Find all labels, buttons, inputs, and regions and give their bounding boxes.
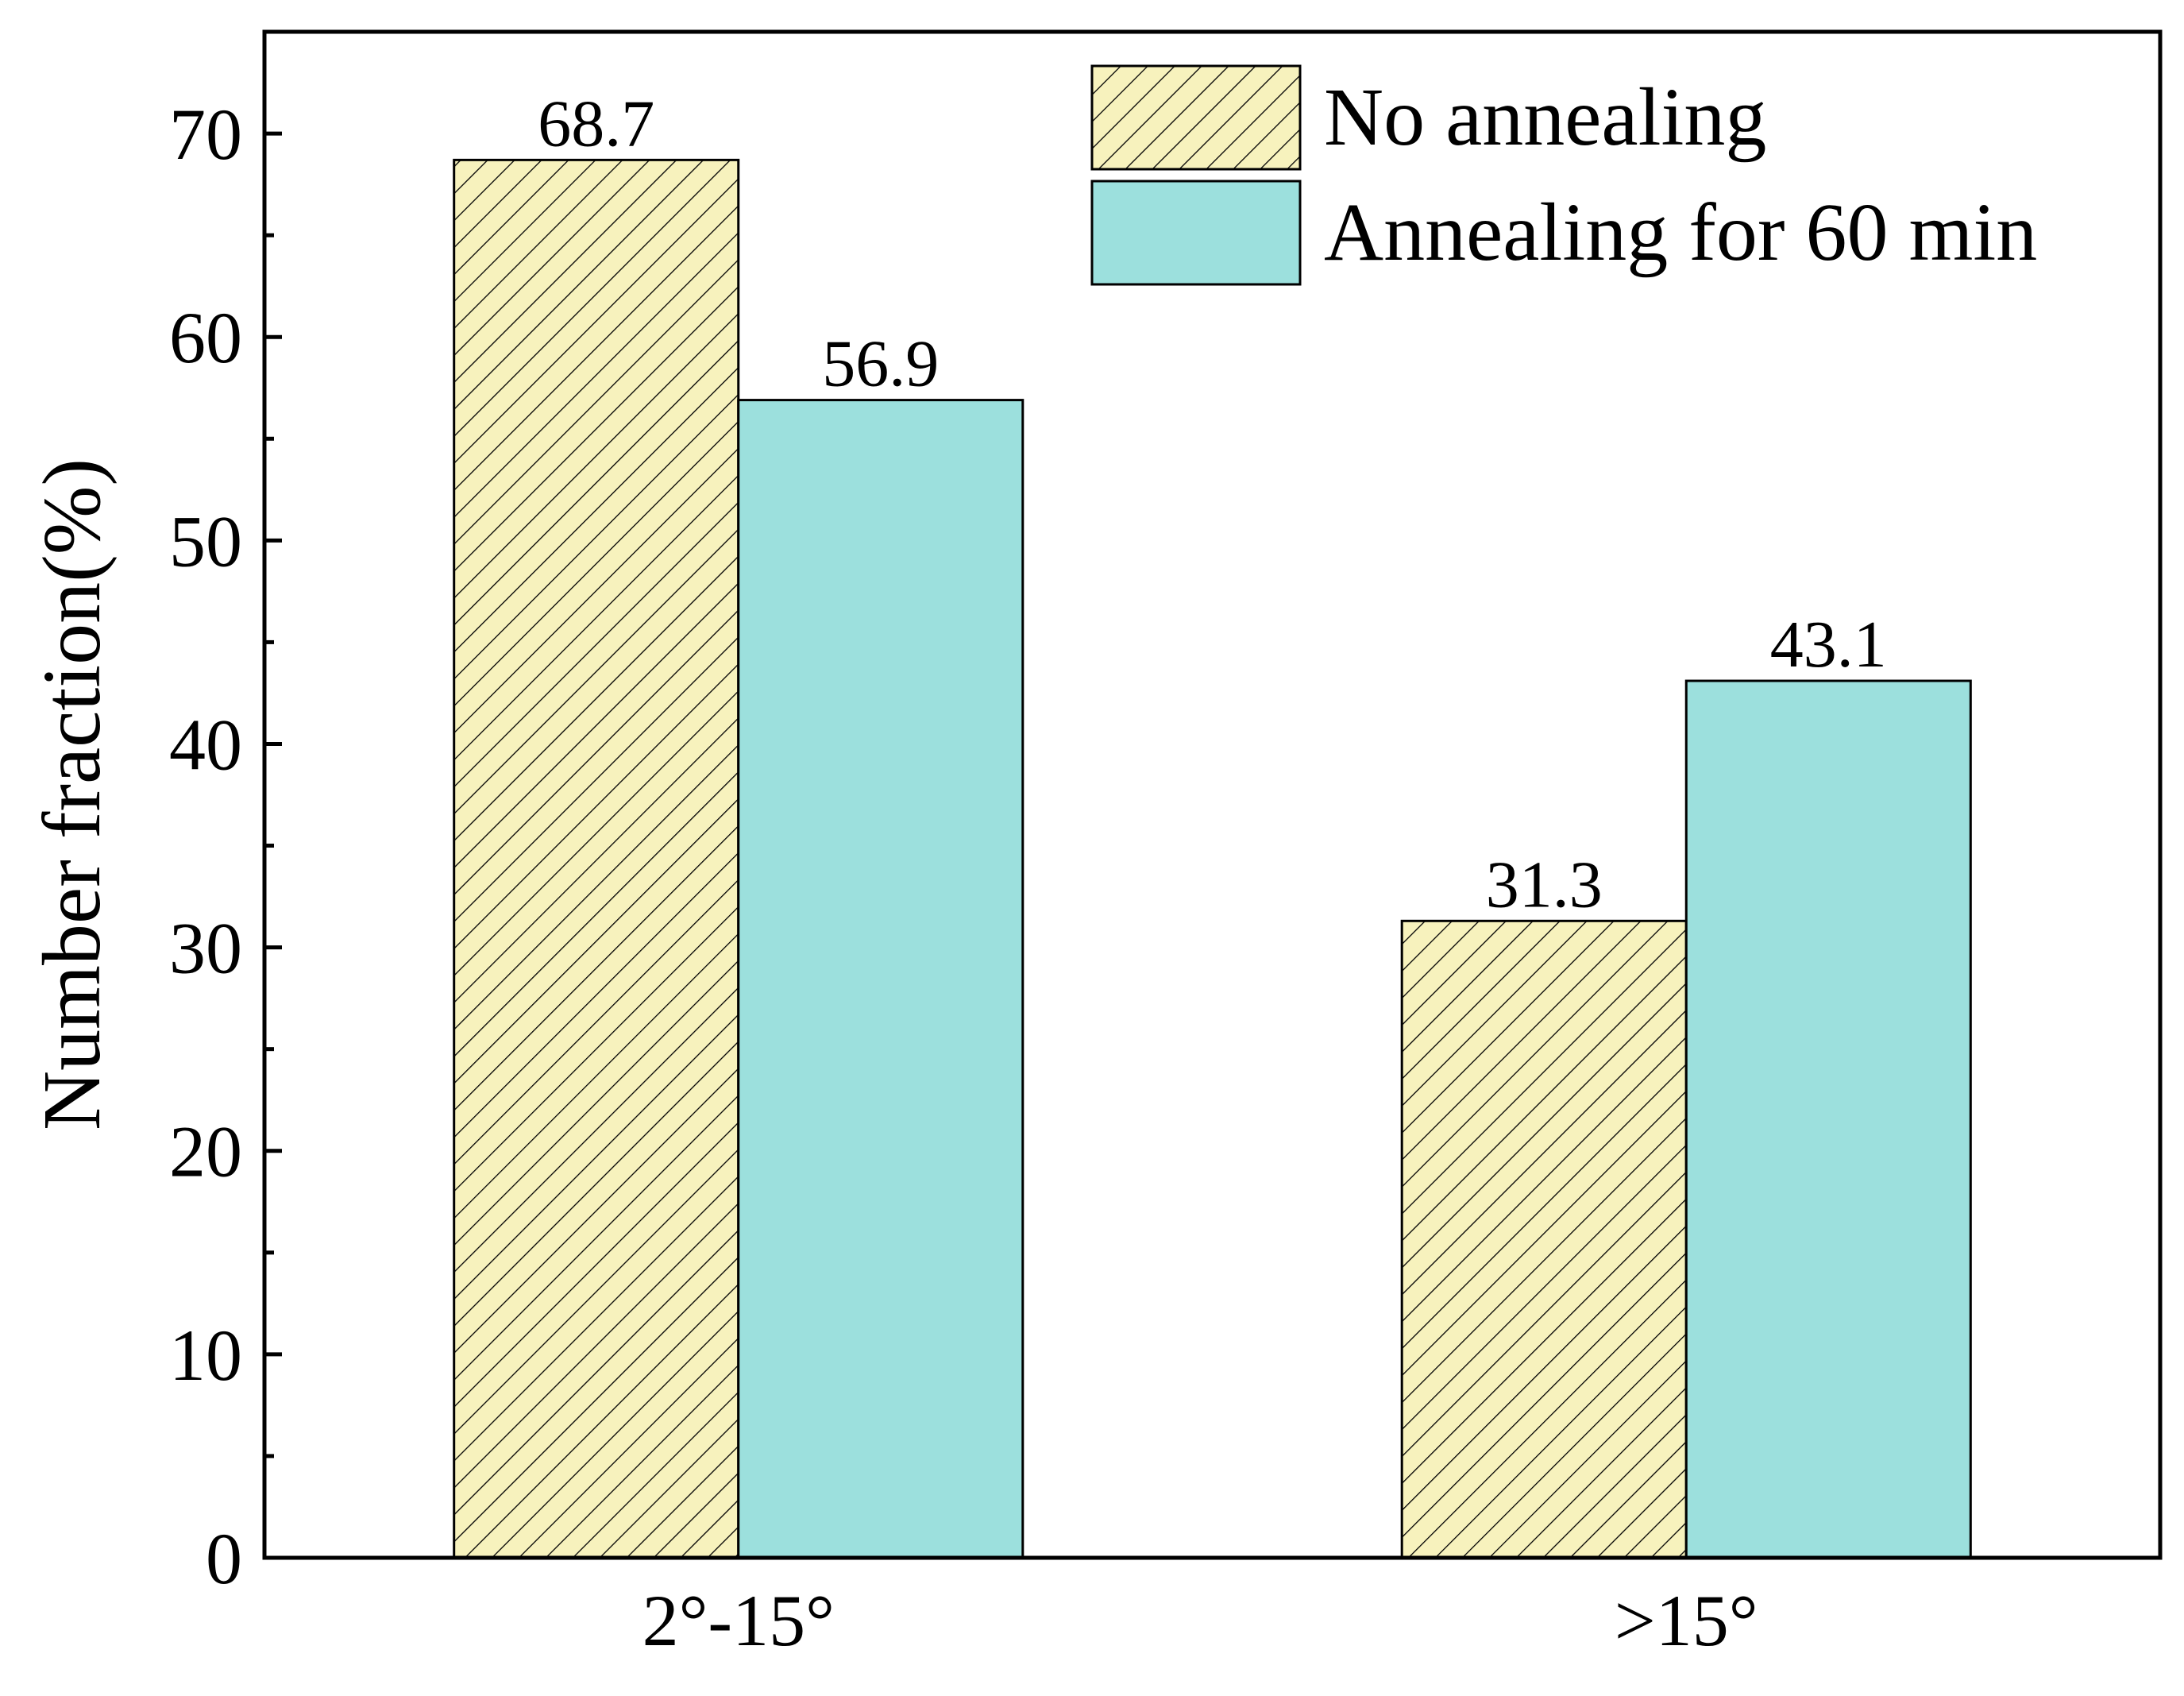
bar-value-label: 31.3 bbox=[1486, 848, 1603, 921]
y-tick-label: 50 bbox=[169, 500, 242, 581]
y-axis-title: Number fraction(%) bbox=[26, 458, 118, 1130]
y-tick-label: 30 bbox=[169, 908, 242, 989]
y-tick-label: 0 bbox=[206, 1518, 242, 1599]
legend: No annealing Annealing for 60 min bbox=[1090, 64, 2037, 286]
x-tick-label: >15° bbox=[1615, 1580, 1758, 1661]
bar-no-annealing bbox=[1400, 919, 1688, 1559]
bar-no-annealing bbox=[453, 158, 740, 1559]
y-tick-label: 20 bbox=[169, 1111, 242, 1192]
legend-swatch bbox=[1090, 64, 1302, 171]
data-labels-layer: 68.7 56.9 31.3 43.1 bbox=[538, 87, 1887, 921]
bar-value-label: 43.1 bbox=[1770, 608, 1887, 682]
bar-annealing-60-min bbox=[737, 399, 1024, 1559]
x-axis-labels: 2°-15° >15° bbox=[642, 1580, 1758, 1661]
x-tick-label: 2°-15° bbox=[642, 1580, 835, 1661]
plot-frame bbox=[262, 29, 2163, 1560]
y-tick-label: 70 bbox=[169, 94, 242, 175]
y-tick-label: 40 bbox=[169, 704, 242, 785]
legend-label: No annealing bbox=[1324, 71, 1766, 163]
y-tick-label: 60 bbox=[169, 297, 242, 378]
bar-value-label: 68.7 bbox=[538, 87, 654, 160]
y-tick-label: 10 bbox=[169, 1315, 242, 1396]
bar-annealing-60-min bbox=[1684, 679, 1972, 1559]
bar-value-label: 56.9 bbox=[822, 327, 939, 401]
legend-label: Annealing for 60 min bbox=[1324, 187, 2037, 278]
legend-swatch bbox=[1090, 180, 1302, 286]
y-axis-ticks: 0 10 20 30 40 50 60 70 bbox=[169, 94, 282, 1599]
bars-layer bbox=[453, 158, 1972, 1559]
